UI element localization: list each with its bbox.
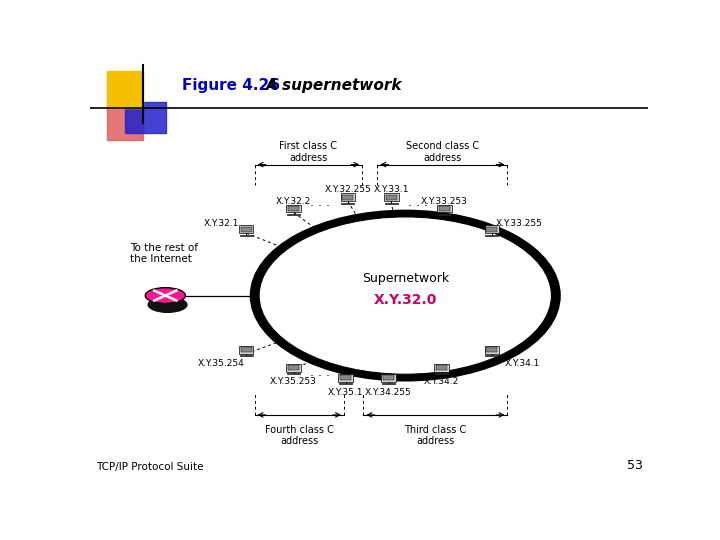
Bar bbox=[436, 365, 447, 370]
Text: A supernetwork: A supernetwork bbox=[266, 78, 402, 93]
Text: X.Y.32.255: X.Y.32.255 bbox=[325, 185, 372, 194]
Ellipse shape bbox=[259, 217, 552, 374]
Bar bbox=[486, 347, 498, 353]
Text: Second class C
address: Second class C address bbox=[406, 141, 479, 163]
Bar bbox=[382, 383, 395, 384]
Text: First class C
address: First class C address bbox=[279, 141, 338, 163]
Bar bbox=[339, 383, 352, 384]
Bar bbox=[288, 365, 300, 370]
Text: X.Y.35.1: X.Y.35.1 bbox=[328, 388, 364, 396]
Bar bbox=[435, 373, 448, 374]
Bar bbox=[239, 225, 253, 233]
Text: Figure 4.26: Figure 4.26 bbox=[182, 78, 280, 93]
Bar bbox=[341, 202, 354, 204]
Bar bbox=[287, 364, 301, 372]
Bar bbox=[341, 193, 355, 201]
Text: · · ·: · · · bbox=[408, 370, 428, 383]
Bar bbox=[240, 235, 253, 236]
Text: X.Y.32.0: X.Y.32.0 bbox=[374, 293, 437, 307]
Bar bbox=[384, 193, 399, 201]
Bar bbox=[287, 205, 301, 212]
Bar bbox=[287, 373, 300, 374]
Text: X.Y.33.255: X.Y.33.255 bbox=[496, 219, 543, 228]
Text: Third class C
address: Third class C address bbox=[404, 425, 467, 447]
Bar bbox=[437, 205, 451, 212]
Bar bbox=[386, 194, 397, 200]
Bar bbox=[485, 235, 498, 236]
Bar bbox=[485, 346, 499, 354]
Text: · · ·: · · · bbox=[408, 200, 428, 213]
Text: X.Y.34.255: X.Y.34.255 bbox=[365, 388, 412, 396]
Text: X.Y.34.2: X.Y.34.2 bbox=[424, 377, 459, 386]
Text: · · ·: · · · bbox=[310, 200, 330, 213]
Bar bbox=[239, 346, 253, 354]
Ellipse shape bbox=[148, 296, 188, 313]
Bar bbox=[342, 194, 354, 200]
Bar bbox=[125, 102, 166, 133]
Text: X.Y.35.254: X.Y.35.254 bbox=[198, 359, 245, 368]
Text: · · ·: · · · bbox=[310, 370, 330, 383]
Text: Fourth class C
address: Fourth class C address bbox=[265, 425, 333, 447]
Text: X.Y.33.253: X.Y.33.253 bbox=[421, 197, 468, 206]
Bar bbox=[434, 364, 449, 372]
Text: TCP/IP Protocol Suite: TCP/IP Protocol Suite bbox=[96, 462, 203, 472]
Bar bbox=[288, 206, 300, 211]
Text: X.Y.33.1: X.Y.33.1 bbox=[374, 185, 409, 194]
Bar bbox=[240, 355, 253, 356]
Text: X.Y.35.253: X.Y.35.253 bbox=[270, 377, 317, 386]
Bar bbox=[438, 214, 451, 215]
Text: X.Y.34.1: X.Y.34.1 bbox=[505, 359, 540, 368]
Bar bbox=[485, 225, 499, 233]
Bar bbox=[240, 347, 252, 353]
Bar bbox=[384, 202, 398, 204]
Bar bbox=[486, 227, 498, 232]
Text: 53: 53 bbox=[626, 460, 642, 472]
Text: X.Y.32.1: X.Y.32.1 bbox=[204, 219, 239, 228]
Text: To the rest of
the Internet: To the rest of the Internet bbox=[130, 243, 198, 265]
Bar bbox=[240, 227, 252, 232]
Text: Supernetwork: Supernetwork bbox=[361, 273, 449, 286]
Bar bbox=[338, 374, 353, 382]
Text: X.Y.32.2: X.Y.32.2 bbox=[276, 197, 311, 206]
Bar bbox=[107, 71, 143, 109]
Bar bbox=[382, 374, 396, 382]
Bar bbox=[485, 355, 498, 356]
Bar bbox=[383, 375, 394, 380]
Bar bbox=[438, 206, 450, 211]
Bar bbox=[340, 375, 351, 380]
Ellipse shape bbox=[145, 288, 186, 303]
Bar bbox=[287, 214, 300, 215]
Bar bbox=[107, 104, 143, 140]
